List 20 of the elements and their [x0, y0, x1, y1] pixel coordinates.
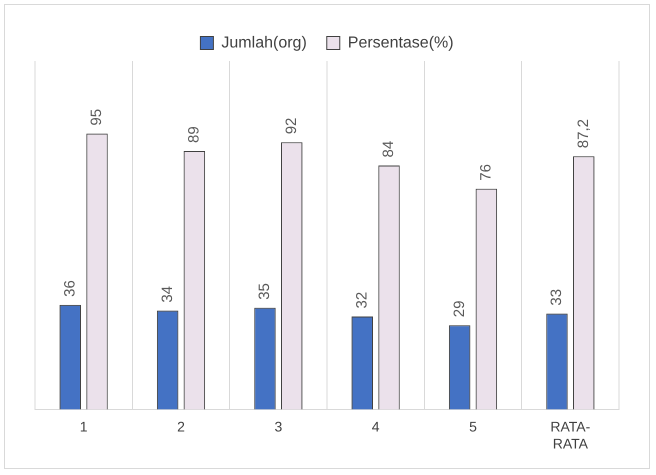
x-tick-label: 1	[80, 418, 88, 435]
data-label: 34	[158, 286, 176, 303]
data-label: 76	[478, 164, 495, 181]
x-tick-label: 2	[177, 418, 186, 435]
data-label: 35	[256, 283, 274, 300]
data-label: 33	[548, 288, 566, 306]
legend-label: Jumlah(org)	[221, 34, 307, 52]
data-label: 36	[61, 280, 78, 297]
data-label: 89	[186, 126, 203, 144]
legend-label: Persentase(%)	[348, 34, 454, 52]
x-tick-label: 4	[372, 418, 380, 435]
data-label: 32	[353, 292, 370, 308]
x-tick-label: 3	[274, 418, 282, 435]
data-label: 84	[380, 140, 398, 158]
data-label: 87,2	[574, 119, 592, 148]
data-label: 29	[450, 300, 468, 318]
data-label: 92	[282, 118, 300, 134]
data-label: 95	[88, 108, 106, 126]
x-tick-label: RATA-RATA	[550, 418, 591, 452]
x-tick-label: 5	[469, 418, 478, 435]
